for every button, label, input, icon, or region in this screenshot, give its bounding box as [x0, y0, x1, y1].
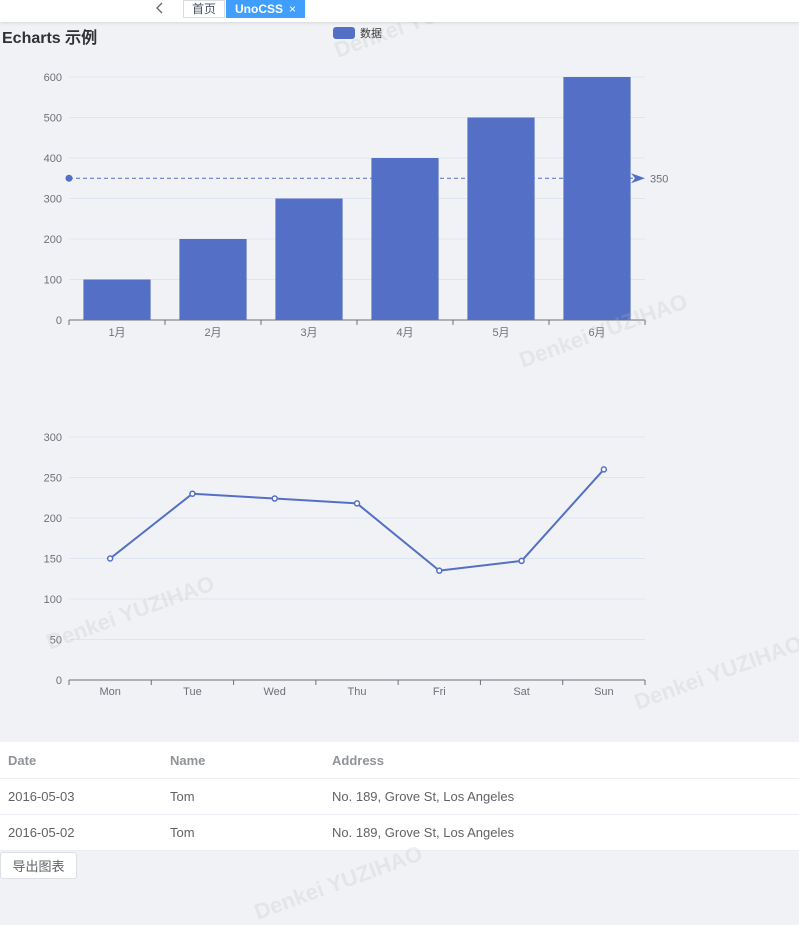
bar — [467, 117, 535, 320]
watermark-text: Denkei YUZIHAO — [250, 840, 426, 925]
cell-address: No. 189, Grove St, Los Angeles — [324, 814, 799, 851]
x-tick-label: 3月 — [300, 327, 317, 339]
column-header-date: Date — [0, 742, 162, 779]
y-tick-label: 300 — [44, 194, 62, 206]
bar — [563, 77, 631, 320]
data-point — [436, 567, 443, 574]
cell-address: No. 189, Grove St, Los Angeles — [324, 778, 799, 815]
bar-chart: 0 100 200 300 400 500 600 1月 2月 3月 4月 5月 6月 350 数据 — [44, 26, 669, 339]
x-tick-label: 4月 — [396, 327, 413, 339]
data-point — [518, 557, 525, 565]
tab-unocss[interactable]: UnoCSS × — [226, 0, 306, 18]
export-chart-button[interactable]: 导出图表 — [0, 852, 77, 879]
tags-view-bar: 首页 UnoCSS × — [0, 0, 799, 22]
y-tick-label: 100 — [44, 275, 62, 287]
y-tick-label: 250 — [44, 473, 62, 485]
bar — [371, 158, 439, 320]
line-chart: 0 50 100 150 200 250 300 Mon Tue Wed Thu Fri Sat Sun — [44, 432, 646, 698]
chevron-left-icon — [156, 2, 163, 14]
table-row: 2016-05-02 Tom No. 189, Grove St, Los An… — [0, 814, 799, 851]
x-tick-label: 5月 — [492, 327, 509, 339]
bar — [179, 239, 247, 320]
y-tick-label: 150 — [44, 554, 62, 566]
bar — [83, 279, 151, 320]
data-point — [600, 466, 608, 473]
x-tick-label: Sat — [513, 686, 530, 698]
cell-name: Tom — [162, 814, 324, 851]
legend-label: 数据 — [360, 26, 382, 40]
y-tick-label: 100 — [44, 594, 62, 606]
data-point — [106, 555, 114, 562]
x-tick-label: 1月 — [108, 327, 125, 339]
data-table: Date Name Address 2016-05-03 Tom No. 189… — [0, 742, 799, 851]
x-tick-label: Tue — [183, 686, 202, 698]
markline-arrow — [631, 173, 645, 184]
legend-swatch — [333, 27, 355, 39]
bar — [275, 198, 343, 320]
series-line — [109, 468, 605, 572]
x-tick-label: Sun — [594, 686, 614, 698]
tab-unocss-label: UnoCSS — [235, 2, 283, 16]
y-tick-label: 200 — [44, 234, 62, 246]
data-point — [189, 490, 196, 497]
x-tick-label: Mon — [99, 686, 120, 698]
cell-date: 2016-05-03 — [0, 778, 162, 815]
close-icon[interactable]: × — [289, 2, 297, 16]
y-tick-label: 300 — [44, 432, 62, 444]
x-tick-label: Fri — [433, 686, 446, 698]
y-tick-label: 400 — [44, 153, 62, 165]
cell-date: 2016-05-02 — [0, 814, 162, 851]
back-button[interactable] — [150, 0, 170, 16]
data-point — [271, 495, 278, 502]
y-tick-label: 50 — [50, 635, 62, 647]
x-tick-label: 2月 — [204, 327, 221, 339]
column-header-address: Address — [324, 742, 799, 779]
table-header-row: Date Name Address — [0, 742, 799, 779]
y-tick-label: 0 — [56, 315, 62, 327]
tab-home[interactable]: 首页 — [183, 0, 226, 18]
x-tick-label: Wed — [264, 686, 286, 698]
x-tick-label: 6月 — [588, 327, 605, 339]
data-point — [353, 500, 361, 507]
y-tick-label: 600 — [44, 72, 62, 84]
y-tick-label: 500 — [44, 113, 62, 125]
y-tick-label: 200 — [44, 513, 62, 525]
page-title: Echarts 示例 — [2, 30, 98, 47]
column-header-name: Name — [162, 742, 324, 779]
table-row: 2016-05-03 Tom No. 189, Grove St, Los An… — [0, 778, 799, 815]
y-tick-label: 0 — [56, 675, 62, 687]
cell-name: Tom — [162, 778, 324, 815]
markline-label: 350 — [650, 173, 668, 185]
x-tick-label: Thu — [348, 686, 367, 698]
